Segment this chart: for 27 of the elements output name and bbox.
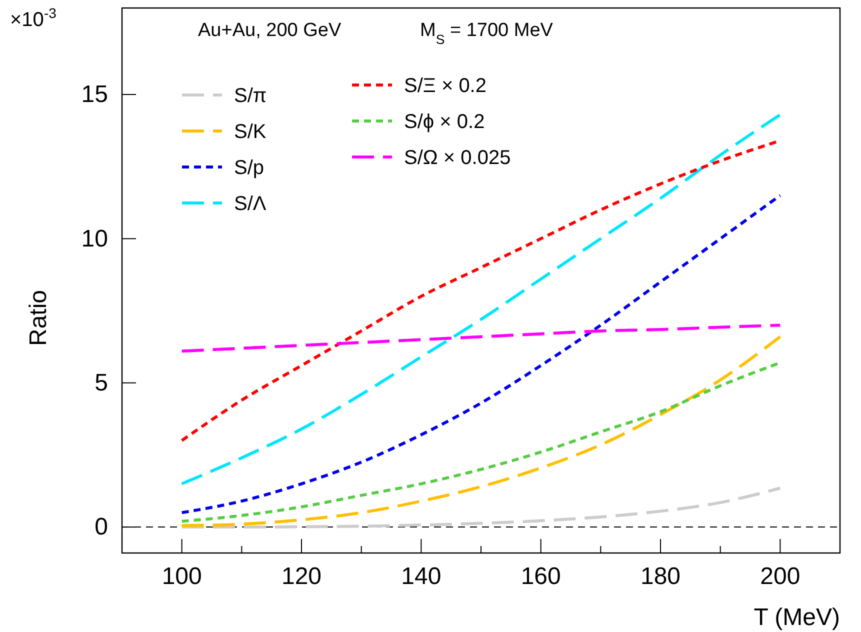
- legend-label: S/p: [234, 157, 264, 179]
- legend-label: S/ϕ × 0.2: [404, 111, 485, 133]
- x-tick-label: 200: [760, 563, 800, 590]
- line-series: [180, 324, 782, 353]
- y-tick-label: 15: [81, 81, 108, 108]
- x-tick-label: 180: [640, 563, 681, 590]
- x-tick-label: 120: [281, 563, 322, 590]
- annotation: M$_{S}$ = 1700 MeV: [420, 20, 554, 46]
- line-series: [180, 335, 782, 528]
- y-tick-label: 5: [94, 370, 108, 397]
- line-series: [180, 194, 782, 514]
- x-tick-label: 160: [520, 563, 561, 590]
- line-series: [180, 113, 782, 486]
- legend-label: S/K: [234, 121, 267, 143]
- legend-label: S/π: [234, 85, 267, 107]
- x-tick-label: 100: [162, 563, 202, 590]
- y-tick-label: 10: [81, 225, 108, 252]
- annotation: Au+Au, 200 GeV: [198, 20, 342, 41]
- legend-label: S/Ω × 0.025: [404, 147, 511, 169]
- x-tick-label: 140: [401, 563, 442, 590]
- y-axis-title: Ratio: [25, 290, 52, 346]
- line-series: [180, 486, 782, 529]
- x-axis-title: T (MeV): [754, 604, 840, 631]
- legend-label: S/Ξ × 0.2: [404, 75, 486, 97]
- y-tick-label: 0: [94, 514, 108, 541]
- legend-label: S/Λ: [234, 193, 267, 215]
- text: ×10$^{-3}$: [10, 5, 57, 31]
